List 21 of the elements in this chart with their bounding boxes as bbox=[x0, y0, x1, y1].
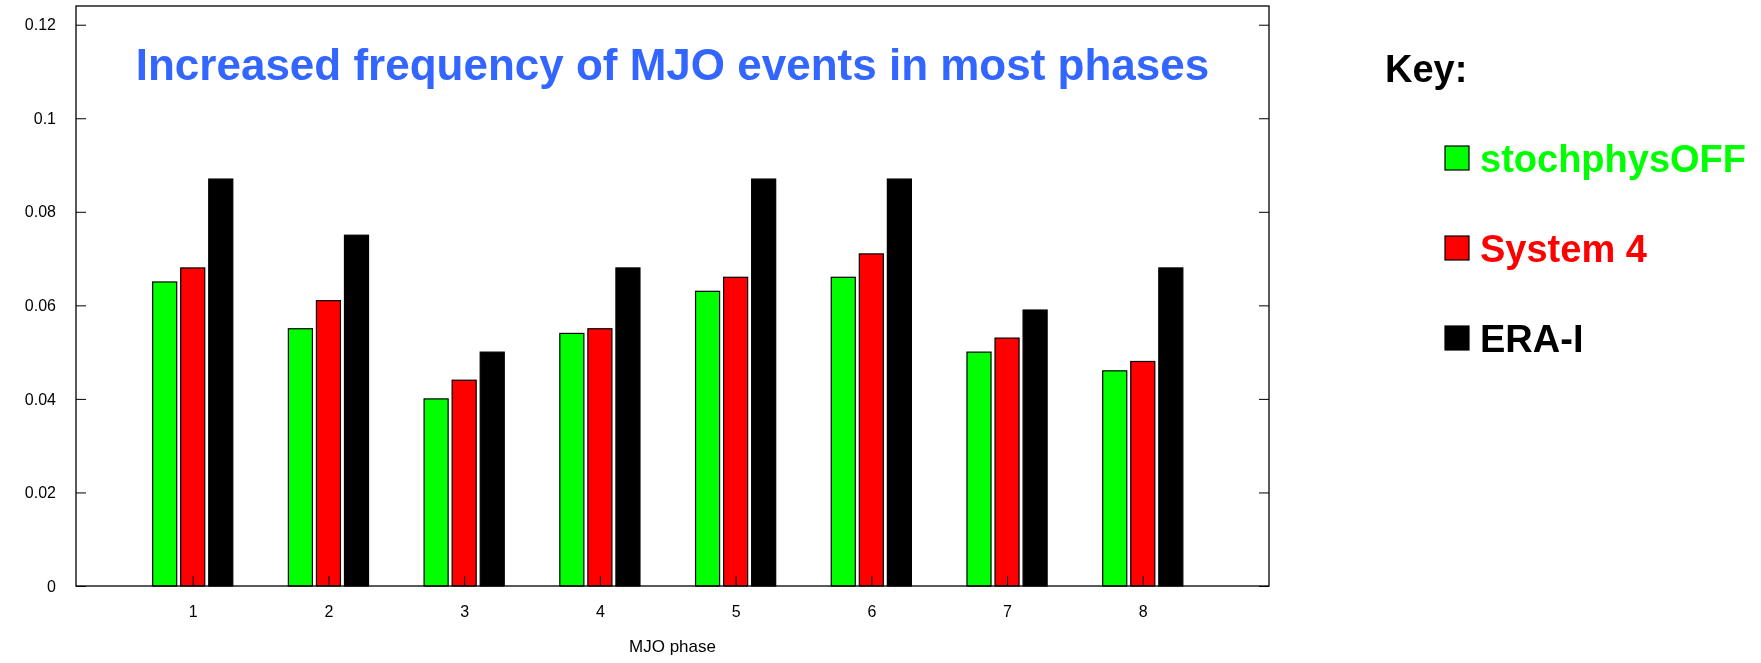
x-tick-label: 4 bbox=[595, 603, 605, 621]
legend-label: stochphysOFF bbox=[1480, 138, 1747, 180]
y-tick-label: 0.04 bbox=[24, 390, 57, 408]
x-tick-label: 5 bbox=[731, 603, 741, 621]
y-tick-label: 0.06 bbox=[24, 296, 57, 314]
legend-label: System 4 bbox=[1480, 228, 1647, 270]
x-tick-label: 8 bbox=[1138, 603, 1148, 621]
legend-label: ERA-I bbox=[1480, 318, 1584, 360]
y-tick-label: 0 bbox=[47, 577, 57, 595]
y-tick-label: 0.12 bbox=[24, 16, 57, 34]
text: Increased frequency of MJO events in most phases bbox=[135, 40, 1210, 89]
x-tick-label: 1 bbox=[188, 603, 198, 621]
x-tick-label: 3 bbox=[460, 603, 470, 621]
x-tick-label: 7 bbox=[1003, 603, 1013, 621]
y-tick-label: 0.02 bbox=[24, 484, 57, 502]
y-tick-label: 0.08 bbox=[24, 203, 57, 221]
x-tick-label: 2 bbox=[324, 603, 334, 621]
x-axis-title: MJO phase bbox=[629, 637, 716, 656]
legend-title: Key: bbox=[1385, 48, 1468, 90]
y-tick-label: 0.1 bbox=[33, 109, 57, 127]
x-tick-label: 6 bbox=[867, 603, 877, 621]
